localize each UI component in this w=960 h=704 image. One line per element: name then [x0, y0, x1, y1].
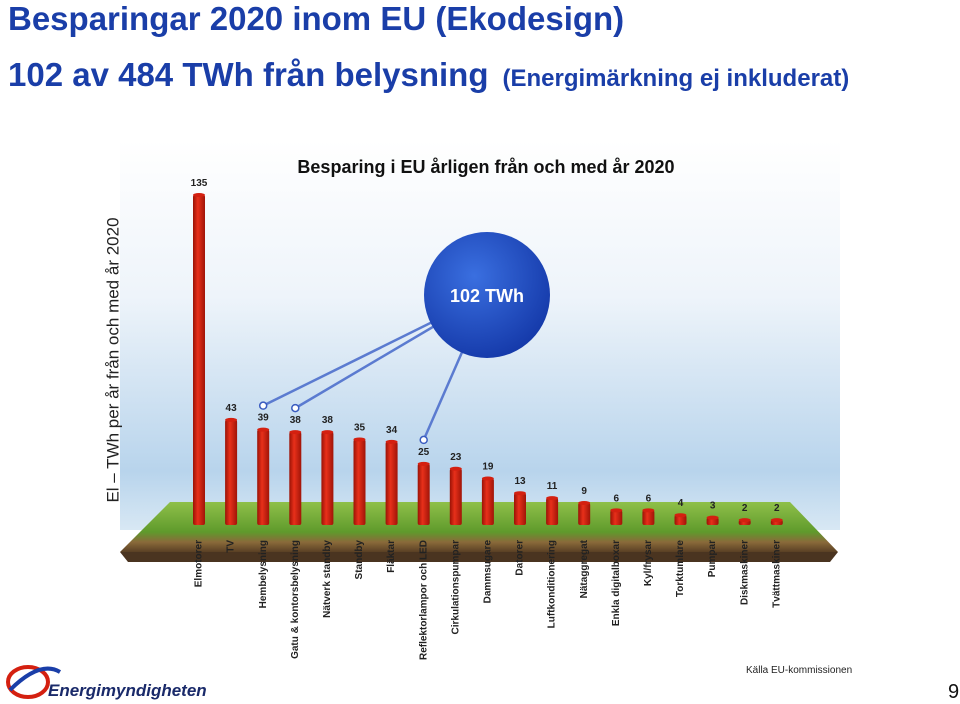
bar-top — [578, 501, 591, 505]
logo: Energimyndigheten — [6, 665, 207, 700]
bar-top — [674, 513, 687, 518]
value-label: 6 — [614, 493, 620, 504]
logo-text: Energimyndigheten — [48, 681, 207, 700]
value-label: 2 — [774, 503, 780, 514]
bar-top — [610, 508, 623, 513]
value-label: 9 — [581, 486, 587, 497]
x-tick-label: Hembelysning — [258, 540, 269, 608]
value-label: 23 — [450, 452, 462, 463]
y-axis-label: El – TWh per år från och med år 2020 — [103, 217, 122, 502]
value-label: 38 — [322, 415, 334, 426]
bar — [353, 439, 366, 525]
bar — [610, 510, 623, 525]
value-label: 2 — [742, 503, 748, 514]
value-label: 35 — [354, 422, 366, 433]
x-tick-label: Standby — [354, 540, 365, 580]
x-tick-label: Tvättmaskiner — [771, 540, 782, 608]
bar — [449, 468, 462, 525]
annotation: 102 TWh — [450, 286, 524, 306]
x-tick-label: TV — [226, 540, 237, 553]
slide-subtitle: 102 av 484 TWh från belysning (Energimärk… — [8, 56, 849, 93]
bar-top — [257, 427, 270, 432]
x-tick-label: Dammsugare — [483, 540, 494, 604]
bar-top — [706, 515, 719, 520]
value-label: 25 — [418, 447, 430, 458]
bar-top — [289, 430, 302, 435]
bar — [546, 498, 559, 525]
x-tick-label: Fläktar — [386, 540, 397, 573]
bar — [225, 419, 238, 525]
bar — [289, 432, 302, 525]
link-marker — [419, 435, 428, 445]
bar-top — [417, 461, 430, 466]
x-tick-label: Enkla digitalboxar — [611, 540, 622, 626]
bar — [674, 515, 687, 525]
value-label: 4 — [678, 498, 684, 509]
x-tick-label: Nätverk standby — [322, 540, 333, 618]
bar-top — [353, 437, 366, 442]
x-tick-label: Nätaggregat — [579, 539, 590, 598]
bar — [706, 517, 719, 525]
bar — [385, 441, 398, 525]
value-label: 135 — [191, 178, 208, 189]
bar-top — [481, 476, 494, 481]
bar — [193, 195, 205, 525]
value-label: 13 — [514, 476, 526, 487]
value-label: 3 — [710, 501, 716, 512]
chart-title: Besparing i EU årligen från och med år 2… — [297, 157, 674, 177]
bar-top — [225, 417, 238, 422]
source: Källa EU-kommissionen — [746, 665, 852, 676]
value-label: 39 — [258, 413, 270, 424]
value-label: 19 — [482, 462, 494, 473]
value-label: 6 — [646, 493, 652, 504]
bar — [481, 478, 494, 525]
bar-top — [193, 193, 205, 197]
soil — [120, 552, 838, 562]
subtitle-text: 102 av 484 TWh från belysning — [8, 56, 489, 93]
bar-top — [449, 466, 462, 471]
value-label: 11 — [547, 481, 558, 492]
bar — [514, 493, 526, 525]
bar-top — [642, 508, 655, 513]
link-marker — [291, 403, 300, 413]
link-marker — [258, 401, 268, 410]
slide-title: Besparingar 2020 inom EU (Ekodesign) — [8, 0, 624, 37]
page-number: 9 — [948, 681, 959, 703]
bar — [578, 503, 591, 525]
x-tick-label: Cirkulationspumpar — [450, 540, 461, 635]
bar — [417, 463, 430, 525]
subtitle-note: (Energimärkning ej inkluderat) — [503, 65, 850, 92]
x-tick-label: Reflektorlampor och LED — [418, 540, 429, 660]
bar-top — [738, 518, 751, 523]
x-tick-label: Datorer — [515, 540, 526, 576]
bar-top — [385, 439, 398, 444]
x-tick-label: Luftkonditionering — [547, 540, 558, 628]
x-tick-label: Elmotorer — [194, 540, 205, 587]
bar-top — [514, 491, 526, 496]
bar — [257, 429, 270, 525]
x-tick-label: Kyl/frysar — [643, 540, 654, 586]
x-tick-label: Diskmaskiner — [739, 540, 750, 605]
bar — [321, 432, 334, 525]
bar-top — [770, 518, 783, 523]
bar-top — [546, 496, 559, 501]
value-label: 43 — [226, 403, 238, 414]
x-tick-label: Pumpar — [707, 540, 718, 577]
value-label: 34 — [386, 425, 398, 436]
highlight-circle — [424, 232, 550, 358]
bar-top — [321, 430, 334, 435]
value-label: 38 — [290, 415, 302, 426]
bar — [642, 510, 655, 525]
x-tick-label: Torktumlare — [675, 540, 686, 597]
x-tick-label: Gatu & kontorsbelysning — [290, 540, 301, 659]
